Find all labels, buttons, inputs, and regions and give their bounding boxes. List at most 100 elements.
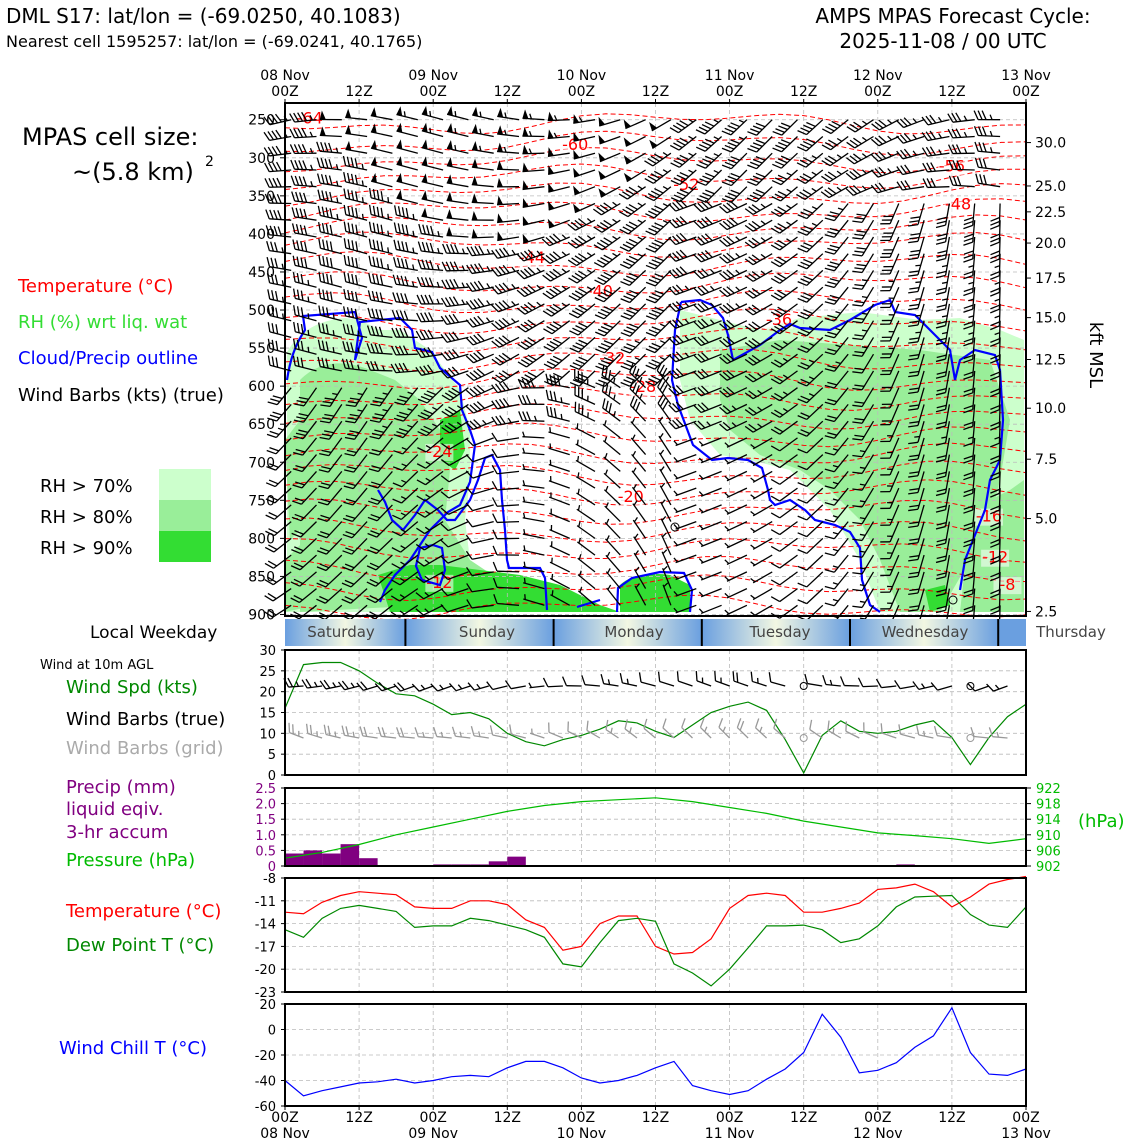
barb-half-flag — [281, 263, 284, 270]
wind-barb — [845, 184, 874, 196]
barb-flag — [870, 154, 879, 162]
barb-flag — [698, 126, 709, 132]
wind-barb — [619, 219, 647, 235]
wind-barb — [935, 236, 951, 262]
barb-flag — [803, 309, 813, 315]
barb-flag — [777, 256, 787, 263]
barb-flag — [675, 267, 684, 276]
wind-barb — [935, 303, 951, 329]
wind-barb — [824, 203, 849, 222]
pressure-tick-label: 400 — [248, 227, 275, 243]
barb-flag — [777, 158, 788, 164]
temperature-contour — [284, 348, 1027, 373]
panel-tick-label: -11 — [255, 895, 276, 910]
barb-half-flag — [307, 279, 310, 286]
barb-flag — [318, 271, 322, 282]
barb-flag — [719, 289, 728, 298]
wind-barb — [496, 195, 520, 206]
barb-flag — [645, 298, 656, 304]
barb-half-flag — [963, 115, 968, 121]
barb-flag — [324, 142, 329, 153]
barb-flag — [771, 196, 781, 202]
barb-flag — [770, 294, 781, 301]
barb-flag — [619, 228, 629, 235]
barb-flag — [347, 272, 351, 283]
barb-flag — [292, 288, 296, 299]
temperature-contour — [284, 231, 1027, 258]
barb-half-flag — [612, 201, 618, 207]
wind-barb — [821, 135, 849, 151]
barb-flag — [821, 175, 830, 183]
barb-flag — [400, 275, 405, 286]
barb-flag — [896, 181, 903, 191]
barb-flag — [770, 244, 781, 251]
barb-flag — [922, 162, 929, 173]
barb-flag — [541, 256, 551, 264]
wind-barb — [547, 129, 570, 140]
wind-barb — [974, 141, 1001, 154]
wind-barb — [592, 201, 621, 216]
barb-flag — [473, 299, 481, 308]
barb-half-flag — [436, 264, 440, 271]
barb-flag — [523, 303, 533, 311]
wind-barb — [852, 286, 875, 307]
barb-flag — [271, 323, 275, 334]
barb-half-flag — [989, 114, 993, 120]
barb-flag — [704, 199, 713, 208]
barb-half-flag — [811, 187, 817, 192]
temperature-contour — [284, 442, 1027, 465]
wind-barb — [747, 169, 773, 186]
wind-barb — [345, 124, 368, 138]
barb-half-flag — [536, 301, 542, 307]
barb-flag — [265, 209, 270, 220]
barb-flag — [878, 182, 886, 191]
barb-flag — [545, 290, 555, 298]
barb-flag — [523, 250, 532, 259]
wind-barb — [547, 147, 570, 158]
barb-flag — [800, 228, 810, 234]
barb-flag — [654, 239, 664, 245]
legend-temperature: Temperature (°C) — [17, 276, 173, 297]
weekday-bar: Saturday Sunday Monday Tuesday Wednesday Thur… — [285, 619, 1106, 646]
barb-flag — [645, 230, 655, 236]
wind-barb — [594, 303, 621, 320]
barb-flag — [721, 130, 732, 136]
barb-pennant — [396, 189, 403, 200]
barb-flag — [852, 270, 863, 274]
barb-flag — [574, 237, 584, 245]
barb-staff — [472, 114, 494, 121]
wind-barb — [623, 135, 646, 147]
barb-half-flag — [429, 127, 432, 134]
barb-flag — [990, 241, 1000, 247]
wind-barb — [573, 149, 596, 160]
wind-barb — [973, 110, 1001, 121]
barb-flag — [567, 241, 577, 249]
barb-flag — [751, 304, 761, 312]
barb-flag — [404, 259, 409, 269]
barb-flag — [803, 225, 813, 231]
barb-flag — [702, 175, 712, 181]
barb-flag — [990, 287, 1000, 293]
barb-flag — [648, 262, 659, 267]
barb-flag — [672, 269, 680, 278]
barb-flag — [644, 195, 655, 202]
barb-flag — [294, 175, 300, 186]
wind-barb — [416, 276, 444, 288]
barb-flag — [622, 191, 632, 198]
barb-flag — [527, 249, 536, 258]
barb-flag — [623, 278, 633, 284]
barb-half-flag — [968, 281, 974, 285]
barb-half-flag — [586, 235, 592, 240]
top-hour-label: 00Z — [419, 84, 446, 100]
wind-barb — [497, 231, 520, 242]
wind-barb — [522, 215, 545, 226]
kft-msl-label: kft MSL — [1085, 322, 1106, 388]
barb-flag — [368, 238, 372, 249]
barb-flag — [956, 176, 962, 186]
barb-flag — [896, 166, 904, 175]
barb-half-flag — [989, 147, 993, 153]
barb-flag — [772, 163, 782, 169]
barb-half-flag — [912, 134, 917, 140]
wind-barb — [593, 252, 621, 268]
